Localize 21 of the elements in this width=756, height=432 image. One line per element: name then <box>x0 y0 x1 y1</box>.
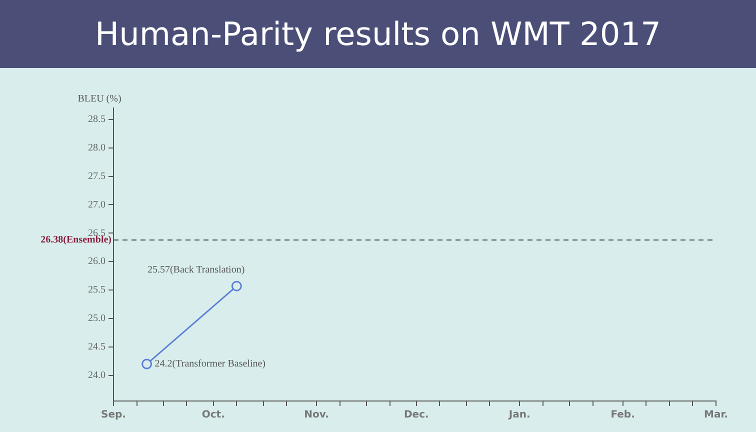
y-tick-label: 25.0 <box>88 313 106 324</box>
x-tick-label: Dec. <box>404 410 429 421</box>
annotation: 25.57(Back Translation) <box>147 264 245 276</box>
y-tick-label: 25.5 <box>88 284 106 296</box>
y-tick-label: 24.0 <box>88 370 106 382</box>
x-tick-label: Oct. <box>202 410 225 421</box>
ref-line-label: 26.38(Ensemble) <box>40 234 112 246</box>
chart-title: Human-Parity results on WMT 2017 <box>0 0 756 68</box>
y-tick-label: 27.0 <box>88 199 106 210</box>
y-axis-title: BLEU (%) <box>78 94 122 105</box>
y-tick-label: 24.5 <box>88 342 106 353</box>
y-tick-label: 28.5 <box>88 114 106 126</box>
x-tick-label: Mar. <box>704 410 728 421</box>
annotation: 24.2(Transformer Baseline) <box>154 358 266 370</box>
x-tick-label: Feb. <box>610 410 635 421</box>
x-tick-label: Nov. <box>304 410 329 421</box>
x-tick-label: Jan. <box>508 410 530 421</box>
x-tick-label: Sep. <box>101 410 126 421</box>
y-tick-label: 28.0 <box>88 142 106 154</box>
y-tick-label: 26.0 <box>88 256 106 268</box>
y-tick-label: 27.5 <box>88 170 106 182</box>
